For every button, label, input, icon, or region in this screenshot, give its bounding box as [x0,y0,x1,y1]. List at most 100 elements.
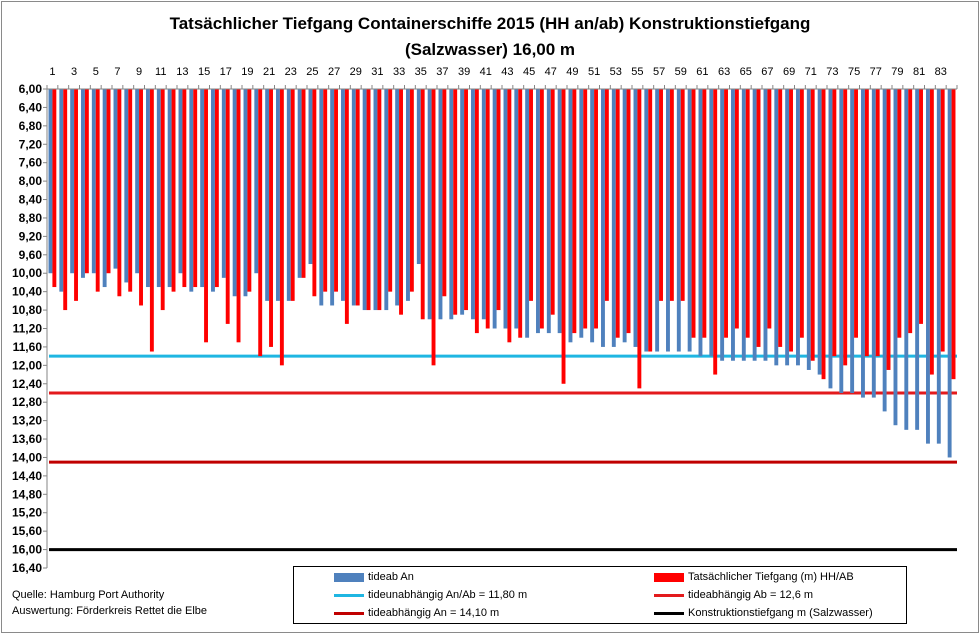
bar-tatsaechlicher-tiefgang [160,89,165,311]
bar-tatsaechlicher-tiefgang [464,89,468,311]
bar-tatsaechlicher-tiefgang [236,89,241,343]
bar-tatsaechlicher-tiefgang [572,89,577,334]
bar-tatsaechlicher-tiefgang [431,89,436,366]
bar-tatsaechlicher-tiefgang [279,89,284,366]
bar-tideab-an [471,89,475,320]
y-tick-label: 12,40 [12,377,42,391]
x-tick-label: 67 [761,66,773,78]
legend-item: tideabhängig Ab = 12,6 m [654,587,813,603]
x-tick-label: 27 [328,66,340,78]
x-tick-label: 77 [870,66,882,78]
bar-tideab-an [341,89,345,301]
bar-tatsaechlicher-tiefgang [453,89,458,315]
bar-tideab-an [135,89,140,274]
bar-tatsaechlicher-tiefgang [334,89,338,292]
x-tick-label: 9 [136,66,142,78]
bar-tatsaechlicher-tiefgang [594,89,598,329]
y-tick-label: 10,00 [12,266,42,280]
legend-item: tideabhängig An = 14,10 m [334,605,499,621]
legend-item: tideab An [334,569,414,585]
bar-tideab-an [709,89,714,357]
bar-tatsaechlicher-tiefgang [344,89,349,324]
x-tick-label: 65 [740,66,752,78]
bar-tideab-an [601,89,605,347]
bar-tideab-an [362,89,367,311]
bar-tatsaechlicher-tiefgang [702,89,707,338]
bar-tatsaechlicher-tiefgang [821,89,826,380]
bar-tatsaechlicher-tiefgang [301,89,306,278]
bar-tatsaechlicher-tiefgang [724,89,728,338]
legend-label: Konstruktionstiefgang m (Salzwasser) [688,607,873,619]
bar-tatsaechlicher-tiefgang [561,89,566,384]
bar-tideab-an [319,89,324,306]
x-tick-label: 17 [220,66,232,78]
legend-swatch [334,611,364,615]
bar-tatsaechlicher-tiefgang [355,89,360,306]
bar-tideab-an [741,89,746,361]
bar-tideab-an [904,89,909,430]
chart-legend: tideab An Tatsächlicher Tiefgang (m) HH/A… [293,566,907,624]
bar-tideab-an [91,89,96,274]
bar-tideab-an [785,89,790,366]
legend-swatch [334,572,364,582]
x-tick-label: 49 [566,66,578,78]
bar-tideab-an [839,89,844,393]
bar-tideab-an [254,89,259,274]
bar-tatsaechlicher-tiefgang [247,89,252,292]
bar-tatsaechlicher-tiefgang [485,89,490,329]
x-tick-label: 57 [653,66,665,78]
bar-tideab-an [871,89,876,398]
x-tick-label: 45 [523,66,535,78]
x-tick-label: 79 [891,66,903,78]
legend-label: tideabhängig Ab = 12,6 m [688,589,814,601]
y-tick-label: 8,40 [19,193,43,207]
bar-tatsaechlicher-tiefgang [550,89,555,315]
bar-tatsaechlicher-tiefgang [680,89,685,301]
bar-tideab-an [915,89,920,430]
bar-tatsaechlicher-tiefgang [734,89,739,329]
bar-tideab-an [243,89,248,297]
bar-tatsaechlicher-tiefgang [182,89,187,288]
x-tick-label: 83 [935,66,947,78]
bar-tatsaechlicher-tiefgang [799,89,804,338]
bar-tideab-an [861,89,865,398]
bar-tideab-an [579,89,584,338]
y-tick-label: 12,80 [12,395,42,409]
x-tick-label: 51 [588,66,600,78]
bar-tideab-an [265,89,270,301]
y-tick-label: 7,60 [19,156,43,170]
bar-tideab-an [48,89,53,274]
bar-tideab-an [427,89,432,320]
legend-item: Konstruktionstiefgang m (Salzwasser) [654,605,873,621]
bar-tatsaechlicher-tiefgang [626,89,631,334]
legend-label: tideab An [368,571,414,583]
x-tick-label: 43 [501,66,513,78]
legend-swatch [654,611,684,615]
bar-tatsaechlicher-tiefgang [149,89,154,352]
y-tick-label: 13,20 [12,414,42,428]
y-tick-label: 14,80 [12,487,42,501]
bar-tideab-an [926,89,930,444]
bar-tatsaechlicher-tiefgang [929,89,934,375]
x-tick-label: 7 [114,66,120,78]
bar-tatsaechlicher-tiefgang [875,89,880,357]
bar-tideab-an [817,89,822,375]
bar-tideab-an [460,89,465,315]
bar-tatsaechlicher-tiefgang [420,89,425,320]
y-tick-label: 16,00 [12,543,42,557]
bar-tideab-an [384,89,389,311]
x-tick-label: 37 [436,66,448,78]
y-tick-label: 6,40 [19,100,43,114]
y-tick-label: 9,60 [19,248,43,262]
bar-tideab-an [124,89,129,283]
y-tick-label: 15,20 [12,506,42,520]
bar-tideab-an [146,89,150,288]
bar-tatsaechlicher-tiefgang [95,89,100,292]
y-tick-label: 15,60 [12,524,42,538]
bar-tatsaechlicher-tiefgang [84,89,89,274]
x-tick-label: 41 [480,66,492,78]
x-tick-label: 81 [913,66,925,78]
bar-tideab-an [687,89,692,352]
bar-tideab-an [81,89,85,278]
bar-tideab-an [102,89,107,288]
